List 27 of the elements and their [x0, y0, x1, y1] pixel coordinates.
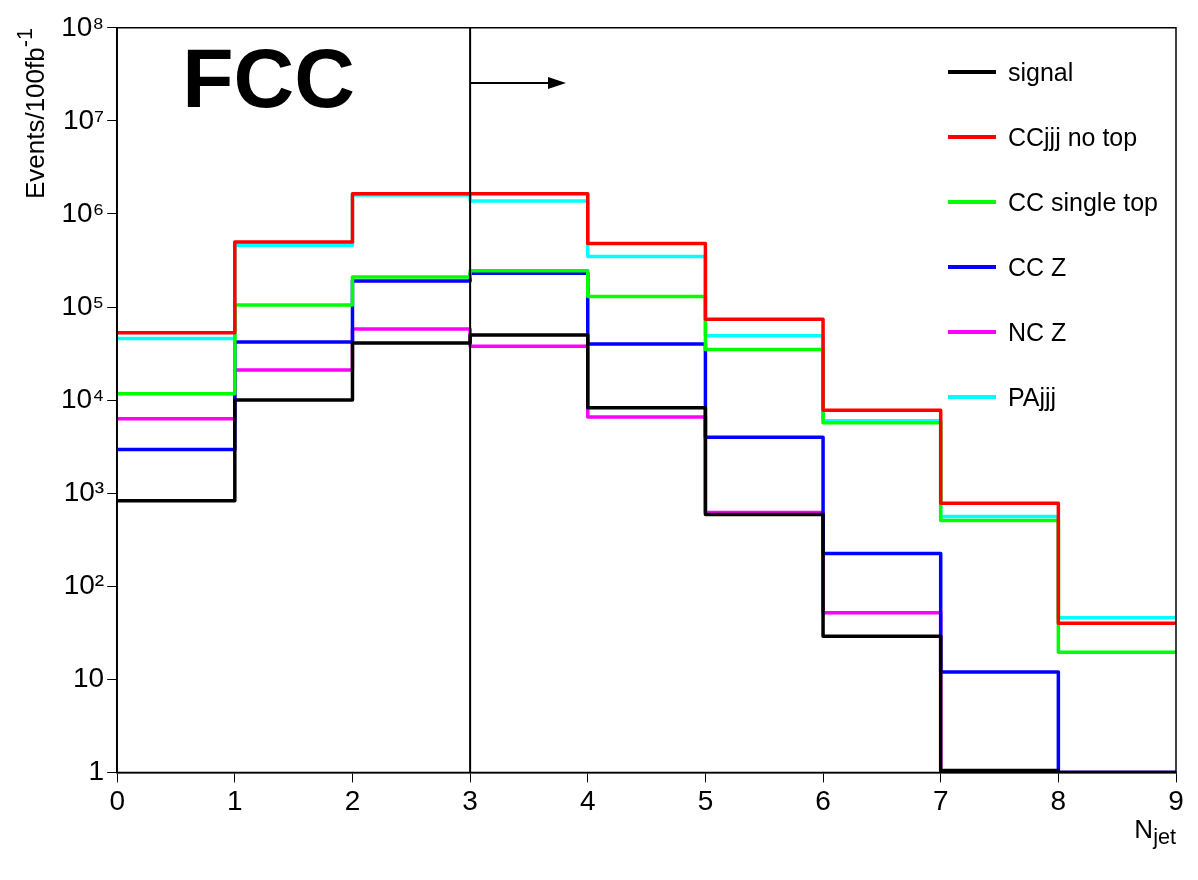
legend-label: NC Z [1007, 317, 1067, 347]
legend-label: CC Z [1007, 252, 1067, 282]
x-tick-label: 7 [932, 784, 949, 816]
x-tick-label: 0 [109, 784, 125, 816]
x-tick-label: 2 [344, 784, 361, 816]
y-tick-label: 1 [88, 755, 105, 787]
y-tick-label: 10³ [63, 475, 105, 507]
x-tick-label: 5 [697, 784, 714, 816]
y-tick-label: 10 [73, 662, 105, 694]
y-tick-label: 10⁴ [60, 382, 105, 414]
annotation: FCC [182, 30, 355, 125]
y-tick-label: 10⁸ [61, 10, 105, 42]
x-tick-label: 4 [579, 784, 596, 816]
legend-label: CCjjj no top [1007, 122, 1138, 152]
y-tick-label: 10² [63, 568, 105, 600]
y-tick-label: 10⁷ [62, 103, 105, 135]
x-tick-label: 8 [1050, 784, 1067, 816]
legend-label: signal [1007, 57, 1074, 87]
x-axis-title: N$_{jet}$ [1134, 814, 1176, 851]
legend-label: PAjjj [1007, 382, 1057, 412]
x-tick-label: 1 [227, 784, 243, 816]
y-tick-label: 10⁵ [61, 289, 105, 321]
x-tick-label: 9 [1168, 784, 1184, 816]
x-tick-label: 3 [462, 784, 478, 816]
legend-label: CC single top [1007, 187, 1158, 217]
x-tick-label: 6 [815, 784, 831, 816]
y-tick-label: 10⁶ [61, 196, 105, 228]
